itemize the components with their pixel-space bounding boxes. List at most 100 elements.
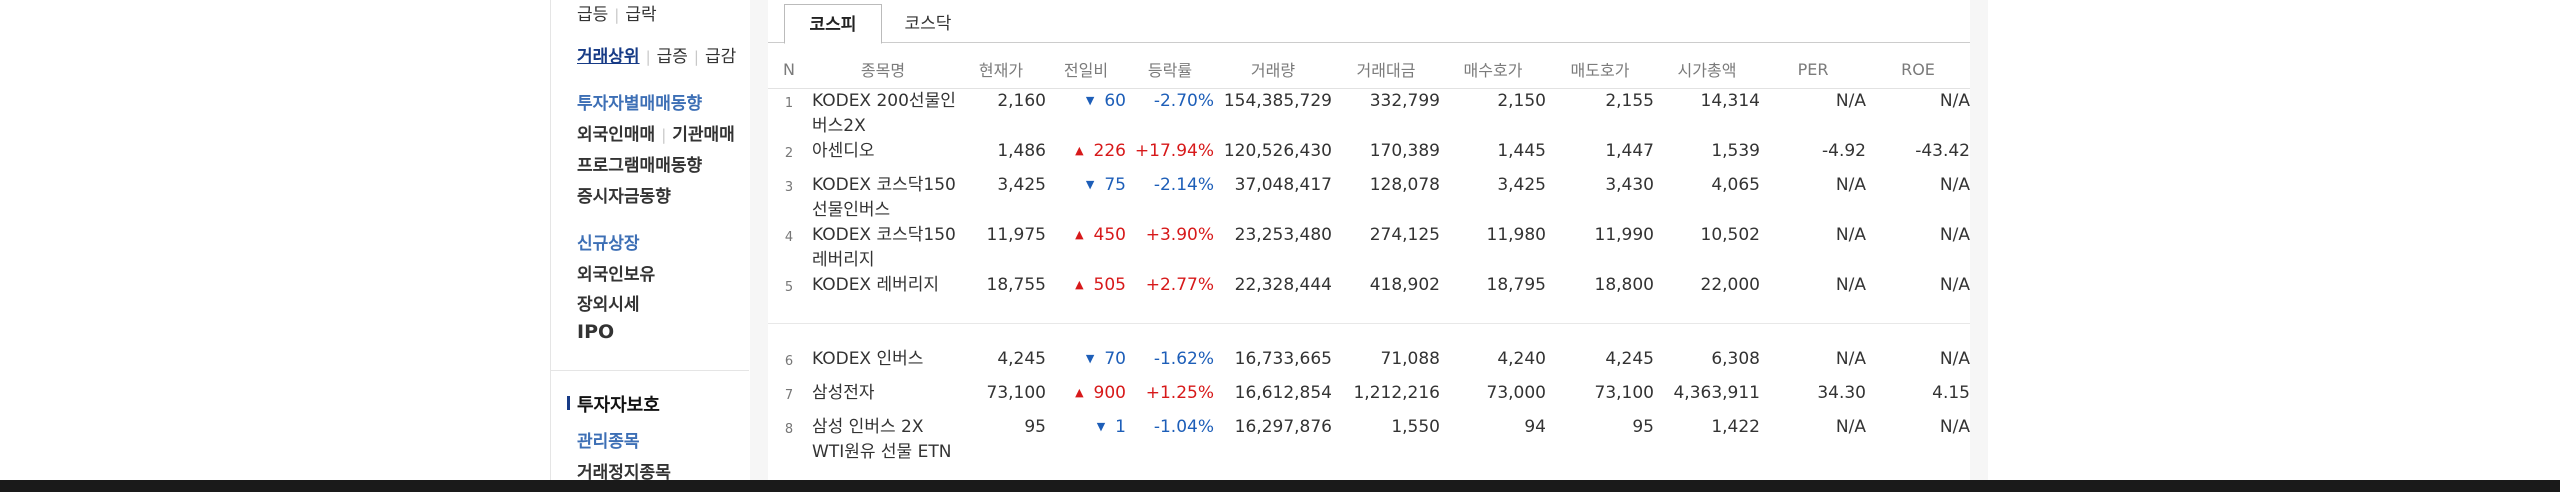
sidebar-link-otc-price[interactable]: 장외시세	[577, 295, 640, 315]
table-row[interactable]: 4 KODEX 코스닥150레버리지 11,975 ▲ 450 +3.90% 23,253,…	[768, 223, 1970, 273]
table-row[interactable]: 1 KODEX 200선물인버스2X 2,160 ▼ 60 -2.70% 154,385,7…	[768, 89, 1970, 140]
roe-value: N/A	[1939, 348, 1970, 369]
sidebar-row-ipo: IPO	[577, 321, 614, 343]
current-price: 3,425	[997, 175, 1046, 195]
stock-name-link[interactable]: KODEX 코스닥150선물인버스	[812, 175, 956, 220]
market-cap: 14,314	[1700, 91, 1760, 111]
sidebar-link-plunge[interactable]: 급락	[625, 5, 657, 25]
sidebar-link-halted-stocks[interactable]: 거래정지종목	[577, 463, 671, 483]
row-number: 6	[784, 353, 794, 369]
per-value: N/A	[1835, 348, 1866, 369]
table-row[interactable]: 8 삼성 인버스 2X WTI원유 선물 ETN 95 ▼ 1 -1.04% 16,297,…	[768, 415, 1970, 465]
sidebar-row-managed: 관리종목	[577, 427, 640, 452]
sidebar-row-new-listing: 신규상장	[577, 229, 640, 254]
ask-price: 95	[1632, 416, 1654, 437]
header-per: PER	[1760, 50, 1866, 89]
sidebar-link-volume-top[interactable]: 거래상위	[577, 47, 640, 67]
header-ask: 매도호가	[1546, 50, 1654, 89]
stock-name-cell: KODEX 인버스	[810, 347, 956, 381]
tab-kosdaq[interactable]: 코스닥	[904, 14, 952, 34]
sidebar-link-deposit-trend[interactable]: 증시자금동향	[577, 187, 671, 207]
sidebar-link-surge[interactable]: 급등	[577, 5, 609, 25]
tab-kospi[interactable]: 코스피	[784, 4, 882, 44]
market-cap: 6,308	[1711, 348, 1760, 369]
stock-name-link[interactable]: 아센디오	[812, 141, 875, 161]
header-volume: 거래량	[1214, 50, 1332, 89]
ask-price: 73,100	[1594, 382, 1654, 403]
header-bid: 매수호가	[1440, 50, 1546, 89]
content-panel: 코스피 코스닥 N 종목명 현재가 전일비 등락률 거래량 거래대금 매수호가	[768, 0, 1970, 480]
table-row[interactable]: 3 KODEX 코스닥150선물인버스 3,425 ▼ 75 -2.14% 37,048,4…	[768, 173, 1970, 223]
bid-price: 94	[1524, 416, 1546, 437]
sidebar-row-halted: 거래정지종목	[577, 458, 671, 483]
triangle-up-icon: ▲	[1075, 144, 1084, 157]
current-price: 18,755	[986, 275, 1046, 295]
trade-amount: 128,078	[1369, 175, 1440, 195]
sidebar-link-volume-drop[interactable]: 급감	[704, 47, 737, 67]
ask-price: 11,990	[1594, 225, 1654, 245]
header-amount: 거래대금	[1332, 50, 1440, 89]
stock-name-link[interactable]: KODEX 인버스	[812, 348, 924, 369]
stock-name-link[interactable]: 삼성전자	[812, 382, 875, 403]
bid-price: 3,425	[1497, 175, 1546, 195]
table-row[interactable]: 6 KODEX 인버스 4,245 ▼ 70 -1.62% 16,733,665 71,088…	[768, 347, 1970, 381]
sidebar-link-managed-stocks[interactable]: 관리종목	[577, 432, 640, 452]
stock-name-cell: 아센디오	[810, 139, 956, 173]
change-value: 75	[1104, 175, 1126, 195]
trade-amount: 1,550	[1391, 416, 1440, 437]
bid-price: 2,150	[1497, 91, 1546, 111]
change-rate: +17.94%	[1134, 141, 1214, 161]
market-cap: 22,000	[1700, 275, 1760, 295]
stock-name-cell: 삼성 인버스 2X WTI원유 선물 ETN	[810, 415, 956, 465]
triangle-up-icon: ▲	[1075, 385, 1084, 399]
roe-value: N/A	[1939, 275, 1970, 295]
market-cap: 4,363,911	[1673, 382, 1760, 403]
triangle-down-icon: ▼	[1085, 94, 1095, 107]
trade-amount: 332,799	[1369, 91, 1440, 111]
section-bullet	[567, 396, 570, 410]
volume: 16,612,854	[1234, 382, 1332, 403]
roe-value: 4.15	[1932, 382, 1970, 403]
change-cell: ▲ 226	[1046, 139, 1126, 173]
sidebar-link-foreign-holding[interactable]: 외국인보유	[577, 265, 656, 285]
bid-price: 73,000	[1486, 382, 1546, 403]
table-row[interactable]: 5 KODEX 레버리지 18,755 ▲ 505 +2.77% 22,328,444 418…	[768, 273, 1970, 323]
per-value: N/A	[1835, 416, 1866, 437]
table-row[interactable]: 2 아센디오 1,486 ▲ 226 +17.94% 120,526,430 170,389 1…	[768, 139, 1970, 173]
header-no: N	[768, 50, 810, 89]
triangle-up-icon: ▲	[1075, 228, 1084, 241]
stock-name-link[interactable]: KODEX 레버리지	[812, 275, 940, 295]
market-cap: 1,539	[1711, 141, 1760, 161]
stock-name-link[interactable]: KODEX 코스닥150레버리지	[812, 225, 956, 270]
roe-value: N/A	[1939, 416, 1970, 437]
current-price: 73,100	[986, 382, 1046, 403]
sidebar-divider	[551, 370, 749, 371]
left-sidebar: 급등 | 급락 거래상위 | 급증 | 급감 투자자별매매동향 외국인매매 | 기관매매 프로그…	[550, 0, 749, 483]
sidebar-link-ipo[interactable]: IPO	[577, 321, 615, 343]
sidebar-link-institution-trading[interactable]: 기관매매	[672, 125, 735, 145]
sidebar-row-volume: 거래상위 | 급증 | 급감	[577, 42, 736, 67]
table-header-row: N 종목명 현재가 전일비 등락률 거래량 거래대금 매수호가 매도호가 시가총…	[768, 50, 1970, 89]
sidebar-row-deposit: 증시자금동향	[577, 182, 671, 207]
change-cell: ▲ 900	[1046, 381, 1126, 415]
stock-name-link[interactable]: KODEX 200선물인버스2X	[812, 91, 956, 136]
sidebar-link-foreign-trading[interactable]: 외국인매매	[577, 125, 656, 145]
separator: |	[614, 6, 620, 24]
stock-name-link[interactable]: 삼성 인버스 2X WTI원유 선물 ETN	[812, 416, 952, 462]
market-tabs: 코스피 코스닥	[768, 0, 1970, 44]
row-gap	[768, 325, 1970, 347]
per-value: N/A	[1835, 225, 1866, 245]
section-title: 투자자보호	[577, 395, 660, 416]
volume: 37,048,417	[1234, 175, 1332, 195]
sidebar-link-investor-trend[interactable]: 투자자별매매동향	[577, 94, 703, 114]
change-value: 60	[1104, 91, 1126, 111]
change-rate: +3.90%	[1145, 225, 1214, 245]
row-number: 2	[784, 146, 794, 161]
sidebar-link-program-trading[interactable]: 프로그램매매동향	[577, 156, 703, 176]
sidebar-link-volume-surge[interactable]: 급증	[656, 47, 688, 67]
row-separator	[768, 322, 1970, 325]
current-price: 4,245	[997, 348, 1046, 369]
separator: |	[645, 48, 651, 66]
table-row[interactable]: 7 삼성전자 73,100 ▲ 900 +1.25% 16,612,854 1,212,216…	[768, 381, 1970, 415]
sidebar-link-new-listing[interactable]: 신규상장	[577, 234, 640, 254]
